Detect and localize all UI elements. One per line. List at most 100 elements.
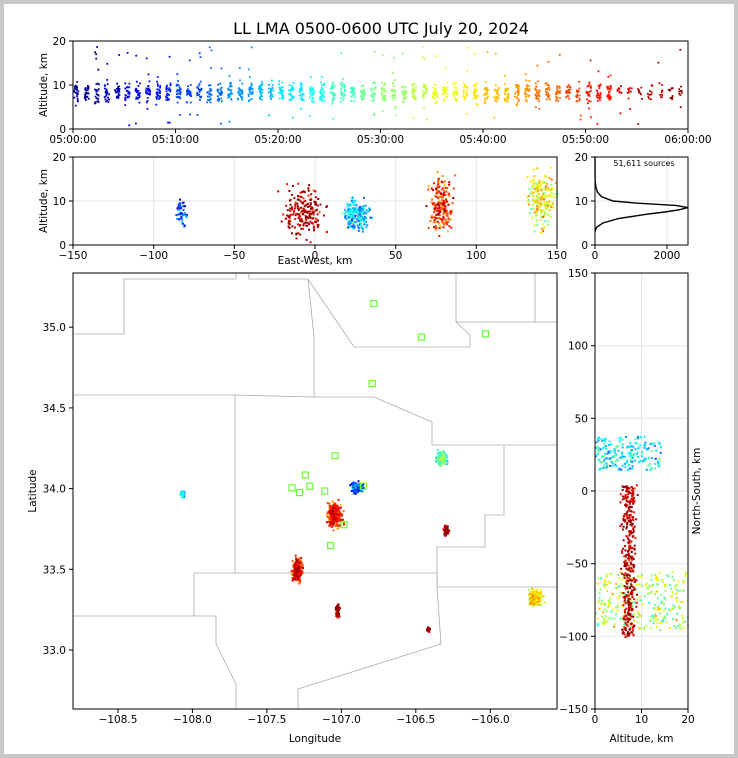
north-south-points <box>595 435 690 639</box>
north-south-source <box>620 485 639 639</box>
plan-view-x-label: Longitude <box>289 733 341 745</box>
altitude-tick-label: 20 <box>53 152 66 164</box>
time-height-x-ticks: 05:00:00 05:10:00 05:20:00 05:30:00 05:4… <box>49 129 712 146</box>
east-west-tick-label: −150 <box>59 250 88 262</box>
time-height-frame <box>72 40 689 130</box>
north-south-y-ticks: −150 −100 −50 0 50 100 150 <box>559 268 595 716</box>
altitude-tick-label: 0 <box>59 124 66 136</box>
lma-station-marker <box>301 471 309 479</box>
time-height-source <box>155 55 172 124</box>
north-south-x-ticks: 0 10 20 <box>592 709 695 726</box>
lma-station-marker <box>340 521 348 529</box>
north-south-height-panel: 0 10 20 −150 −100 −50 0 50 100 150 Altit… <box>559 268 703 745</box>
time-height-source <box>616 85 633 115</box>
time-height-source <box>124 52 151 127</box>
histogram-x-ticks: 0 2000 <box>592 245 681 262</box>
plan-view-panel: −108.5 −108.0 −107.5 −107.0 −106.5 −106.… <box>27 272 558 745</box>
altitude-tick-label: 20 <box>53 36 66 48</box>
north-south-tick-label: 100 <box>568 341 588 353</box>
east-west-height-panel: −150 −100 −50 0 50 100 150 0 10 20 East-… <box>38 152 567 267</box>
altitude-tick-label: 20 <box>575 152 588 164</box>
east-west-tick-label: −50 <box>223 250 245 262</box>
east-west-tick-label: 100 <box>466 250 486 262</box>
time-height-source <box>462 46 479 115</box>
east-west-tick-label: 0 <box>312 250 319 262</box>
north-south-tick-label: 50 <box>575 413 588 425</box>
north-south-y-label: North-South, km <box>691 448 703 535</box>
time-height-source <box>431 55 459 105</box>
north-south-source <box>597 571 690 631</box>
altitude-tick-label: 10 <box>635 714 648 726</box>
lma-station-marker <box>321 487 329 495</box>
north-south-source <box>597 451 689 630</box>
source-count-label: 51,611 sources <box>613 159 674 168</box>
north-south-tick-label: −100 <box>559 631 588 643</box>
lma-station-marker <box>306 482 314 490</box>
north-south-tick-label: 0 <box>581 486 588 498</box>
altitude-tick-label: 0 <box>59 240 66 252</box>
altitude-tick-label: 0 <box>592 714 599 726</box>
longitude-tick-label: −107.0 <box>322 714 361 726</box>
latitude-tick-label: 34.5 <box>43 403 66 415</box>
north-south-tick-label: −50 <box>566 559 588 571</box>
altitude-tick-label: 10 <box>575 196 588 208</box>
plan-view-y-label: Latitude <box>27 469 39 512</box>
longitude-tick-label: −106.0 <box>471 714 510 726</box>
lma-figure: LL LMA 0500-0600 UTC July 20, 2024 05:00… <box>27 19 712 745</box>
north-south-tick-label: −150 <box>559 704 588 716</box>
plan-view-y-ticks: 33.0 33.5 34.0 34.5 35.0 <box>43 322 73 657</box>
time-tick-label: 06:00:00 <box>664 134 711 146</box>
count-tick-label: 0 <box>592 250 599 262</box>
east-west-tick-label: −100 <box>139 250 168 262</box>
east-west-source <box>179 196 371 232</box>
north-south-source <box>597 575 685 630</box>
plan-view-frame <box>72 272 558 710</box>
east-west-y-label: Altitude, km <box>38 169 50 233</box>
time-height-source <box>278 80 305 119</box>
time-height-source <box>514 73 531 107</box>
east-west-tick-label: 150 <box>547 250 567 262</box>
map-borders <box>73 273 557 709</box>
time-tick-label: 05:10:00 <box>152 134 199 146</box>
altitude-tick-label: 10 <box>53 80 66 92</box>
lma-station-marker <box>481 330 490 338</box>
time-tick-label: 05:30:00 <box>357 134 404 146</box>
longitude-tick-label: −108.5 <box>99 714 138 726</box>
time-height-source <box>308 75 326 117</box>
lma-station-marker <box>368 380 376 388</box>
altitude-tick-label: 20 <box>681 714 694 726</box>
lma-station-marker <box>288 484 296 492</box>
time-height-source <box>73 46 100 107</box>
north-south-source <box>620 486 638 635</box>
count-tick-label: 2000 <box>654 250 681 262</box>
time-height-points <box>73 45 683 127</box>
east-west-x-ticks: −150 −100 −50 0 50 100 150 <box>59 245 567 262</box>
longitude-tick-label: −108.0 <box>173 714 212 726</box>
time-tick-label: 05:40:00 <box>459 134 506 146</box>
time-height-source <box>329 52 357 120</box>
time-height-panel: 05:00:00 05:10:00 05:20:00 05:30:00 05:4… <box>38 36 712 146</box>
time-height-source <box>258 79 275 117</box>
lma-station-marker <box>417 333 426 341</box>
lma-station-marker <box>331 452 339 460</box>
east-west-source <box>344 201 366 226</box>
histogram-y-ticks: 0 10 20 <box>575 152 595 252</box>
east-west-height-points <box>175 166 559 244</box>
altitude-histogram-line <box>594 156 689 233</box>
time-height-source <box>103 54 121 103</box>
lma-station-marker <box>295 489 303 497</box>
time-height-source <box>667 48 683 108</box>
east-west-y-ticks: 0 10 20 <box>53 152 73 252</box>
east-west-x-label: East-West, km <box>278 255 353 267</box>
time-height-source <box>360 50 377 116</box>
lma-station-marker <box>327 541 335 550</box>
lma-station-marker <box>359 482 367 490</box>
altitude-tick-label: 0 <box>581 240 588 252</box>
latitude-tick-label: 34.0 <box>43 484 66 496</box>
lma-stations <box>288 299 490 550</box>
time-height-source <box>483 51 510 119</box>
time-height-source <box>206 46 223 125</box>
histogram-grid <box>595 157 688 245</box>
north-south-source <box>595 436 661 627</box>
time-height-source <box>565 80 582 121</box>
